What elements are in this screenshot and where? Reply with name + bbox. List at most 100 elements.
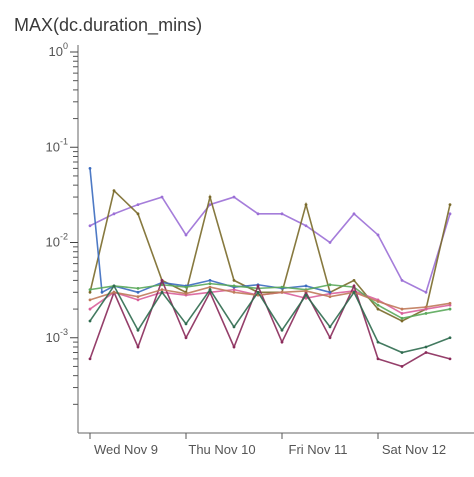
- series-4-point: [136, 290, 140, 294]
- series-8-point: [112, 284, 116, 288]
- y-tick-label: 10-1: [46, 136, 68, 154]
- series-8-point: [328, 325, 332, 329]
- series-7-point: [136, 295, 140, 299]
- series-7-point: [232, 290, 236, 294]
- x-tick-label: Sat Nov 12: [382, 442, 446, 457]
- series-1-point: [256, 212, 260, 216]
- y-axis: 100 10-1 10-2 10-3: [46, 41, 79, 433]
- series-3-point: [232, 288, 236, 292]
- series-7-point: [400, 307, 404, 311]
- series-5-point: [424, 312, 428, 315]
- series-2-point: [232, 279, 236, 282]
- series-5-point: [328, 283, 332, 287]
- plot-area: [88, 166, 452, 368]
- series-6-point: [232, 345, 236, 349]
- x-tick-label: Thu Nov 10: [188, 442, 255, 457]
- series-line-5: [89, 282, 451, 320]
- series-7-point: [208, 285, 212, 289]
- series-2-point: [112, 189, 116, 193]
- series-6-point: [448, 357, 452, 361]
- series-4-point: [208, 279, 212, 282]
- series-7-point: [376, 300, 380, 303]
- series-7-point: [280, 290, 284, 294]
- series-1-point: [112, 212, 116, 216]
- series-3-point: [400, 312, 404, 315]
- series-7-point: [328, 295, 332, 299]
- series-2-point: [208, 195, 212, 199]
- series-6-point: [280, 340, 284, 344]
- series-8-point: [136, 328, 140, 332]
- series-1-point: [160, 195, 164, 199]
- series-7-point: [112, 290, 116, 294]
- series-1-point: [328, 241, 332, 244]
- series-1-point: [400, 279, 404, 282]
- series-7-point: [424, 305, 428, 309]
- series-6-point: [256, 284, 260, 288]
- series-8-point: [88, 319, 92, 323]
- series-8-point: [304, 293, 308, 297]
- series-5-point: [232, 284, 236, 288]
- series-7-point: [88, 298, 92, 302]
- series-5-point: [448, 307, 452, 311]
- series-6-point: [184, 336, 188, 340]
- series-6-point: [328, 336, 332, 340]
- series-line-2: [89, 189, 451, 322]
- series-3-point: [136, 298, 140, 302]
- series-1-point: [232, 195, 236, 199]
- series-5-point: [376, 303, 380, 307]
- series-7-point: [304, 289, 308, 293]
- series-6-point: [160, 279, 164, 282]
- series-8-point: [160, 290, 164, 294]
- series-6-point: [400, 365, 404, 368]
- series-4-point: [304, 284, 308, 288]
- series-1-point: [304, 224, 308, 228]
- y-tick-label: 10-2: [46, 232, 68, 250]
- series-line-8: [89, 284, 451, 354]
- series-5-point: [400, 316, 404, 320]
- series-6-point: [88, 357, 92, 361]
- series-6-point: [136, 345, 140, 349]
- series-1-point: [280, 212, 284, 216]
- series-4-point: [100, 290, 104, 294]
- series-4-point: [328, 290, 332, 294]
- series-2-point: [400, 319, 404, 323]
- series-8-point: [184, 322, 188, 326]
- series-8-point: [400, 351, 404, 354]
- series-2-point: [376, 307, 380, 311]
- series-2-point: [136, 212, 140, 216]
- y-tick-label: 100: [49, 41, 68, 59]
- y-tick-label: 10-3: [46, 327, 68, 345]
- series-7-point: [184, 292, 188, 296]
- series-line-4: [89, 168, 331, 294]
- series-2-point: [304, 203, 308, 206]
- x-tick-label: Fri Nov 11: [289, 442, 348, 457]
- series-1-point: [424, 290, 428, 294]
- series-7-point: [448, 301, 452, 305]
- series-5-point: [208, 282, 212, 286]
- series-1-point: [208, 203, 212, 206]
- series-1-point: [352, 212, 356, 216]
- series-5-point: [88, 288, 92, 292]
- series-7-point: [160, 288, 164, 292]
- series-line-7: [89, 286, 451, 310]
- series-1-point: [88, 224, 92, 228]
- series-6-point: [352, 284, 356, 288]
- series-6-point: [376, 357, 380, 361]
- chart-title: MAX(dc.duration_mins): [14, 15, 203, 35]
- series-8-point: [376, 340, 380, 344]
- series-8-point: [280, 328, 284, 332]
- series-4-point: [88, 166, 92, 170]
- series-5-point: [136, 286, 140, 290]
- series-2-point: [352, 279, 356, 282]
- series-2-point: [448, 203, 452, 206]
- series-2-point: [88, 290, 92, 294]
- series-6-point: [424, 351, 428, 354]
- series-line-6: [89, 278, 451, 368]
- series-8-point: [256, 290, 260, 294]
- series-8-point: [424, 345, 428, 349]
- series-5-point: [280, 285, 284, 289]
- series-8-point: [208, 288, 212, 292]
- series-5-point: [184, 285, 188, 289]
- series-3-point: [88, 307, 92, 311]
